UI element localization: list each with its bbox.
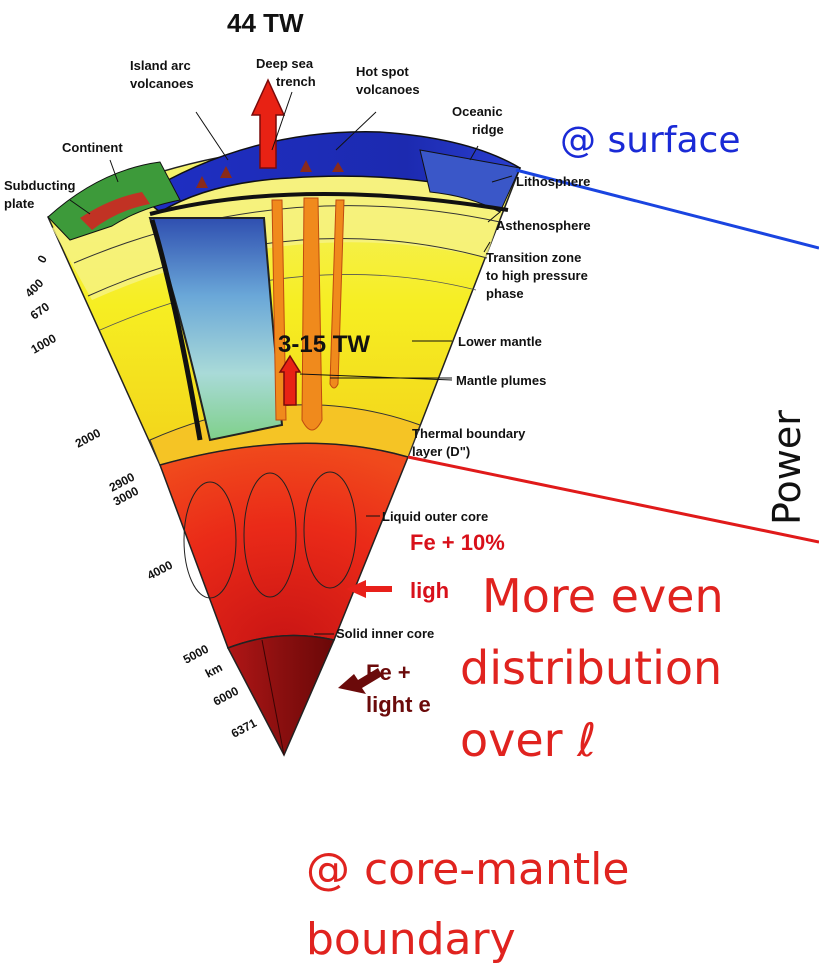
label-inner-core-composition-2: light e (366, 692, 431, 717)
label-trench-2: trench (276, 74, 316, 89)
depth-670: 670 (28, 299, 53, 322)
annotation-distribution-1: More even (482, 569, 724, 623)
mantle-plume-right (329, 199, 345, 389)
label-hotspot-2: volcanoes (356, 82, 420, 97)
label-lower-mantle: Lower mantle (458, 334, 542, 349)
depth-6371: 6371 (229, 716, 259, 741)
label-inner-core-composition-1: Fe + (366, 660, 411, 685)
depth-5000: 5000 (181, 642, 211, 667)
cmb-connector-line (407, 455, 819, 544)
annotation-distribution-3: over ℓ (460, 713, 596, 767)
label-ridge-2: ridge (472, 122, 504, 137)
label-subducting-1: Subducting (4, 178, 76, 193)
label-asthenosphere: Asthenosphere (496, 218, 591, 233)
1000-boundary (99, 274, 477, 331)
power-axis-label: Power (765, 410, 809, 525)
label-outer-core-composition-1: Fe + 10% (410, 530, 505, 555)
inner-core-divider (261, 639, 285, 756)
depth-2000: 2000 (73, 426, 103, 451)
lithosphere-base (149, 191, 509, 216)
surface-heat-arrow (250, 78, 286, 169)
label-island-arc-2: volcanoes (130, 76, 194, 91)
core-convection-arrows (183, 471, 357, 599)
depth-4000: 4000 (145, 558, 175, 583)
annotation-cmb-2: boundary (306, 914, 516, 965)
depth-6000: 6000 (211, 684, 241, 709)
670-boundary (87, 238, 488, 297)
annotation-distribution-2: distribution (460, 641, 722, 695)
mantle-plume-center (301, 197, 323, 431)
annotation-cmb-1: @ core-mantle (306, 844, 629, 895)
label-island-arc-1: Island arc (130, 58, 191, 73)
label-transition-2: to high pressure (486, 268, 588, 283)
cmb-heat-arrow (278, 354, 302, 406)
label-transition-1: Transition zone (486, 250, 581, 265)
annotation-surface: @ surface (560, 120, 741, 161)
surface-volcanoes (196, 160, 344, 188)
surface-connector-line (515, 168, 819, 250)
label-trench-1: Deep sea (256, 56, 314, 71)
label-thermal-1: Thermal boundary (412, 426, 526, 441)
label-outer-core-composition-2: ligh (410, 578, 449, 603)
transition-zone-boundary (73, 205, 501, 264)
label-continent: Continent (62, 140, 123, 155)
depth-1000: 1000 (29, 331, 59, 357)
label-transition-3: phase (486, 286, 524, 301)
slab-descent-line (149, 219, 203, 441)
mantle-plume-left (271, 199, 287, 421)
surface-flux-label: 44 TW (227, 8, 304, 38)
label-hotspot-1: Hot spot (356, 64, 409, 79)
depth-0: 0 (34, 252, 50, 265)
label-mantle-plumes: Mantle plumes (456, 373, 546, 388)
label-ridge-1: Oceanic (452, 104, 503, 119)
label-thermal-2: layer (D") (412, 444, 470, 459)
inner-core-pointer-arrow (338, 668, 382, 694)
outer-core-region (159, 442, 410, 649)
continent-red-layer (80, 192, 150, 230)
label-subducting-2: plate (4, 196, 34, 211)
depth-km: km (203, 660, 225, 681)
outer-core-pointer-arrow (346, 580, 392, 598)
inner-core-region (226, 634, 336, 757)
depth-400: 400 (22, 276, 46, 300)
cmb-flux-label: 3-15 TW (278, 331, 370, 358)
label-lithosphere: Lithosphere (516, 174, 590, 189)
label-leader-lines (69, 91, 513, 635)
label-outer-core: Liquid outer core (382, 509, 488, 524)
label-inner-core: Solid inner core (336, 626, 434, 641)
